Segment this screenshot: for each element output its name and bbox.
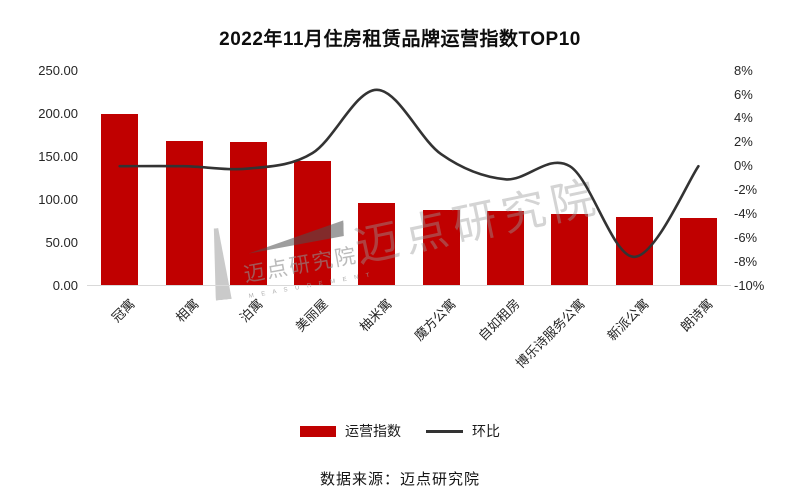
secondary-y-axis-tick-label: 0%: [734, 158, 753, 174]
x-axis-category-label: 柚米寓: [356, 296, 395, 335]
y-axis-tick-label: 150.00: [38, 148, 78, 164]
secondary-y-axis-tick-label: 8%: [734, 62, 753, 78]
secondary-y-axis-tick-label: -2%: [734, 182, 758, 198]
y-axis-tick-label: 100.00: [38, 191, 78, 207]
secondary-y-axis-tick-label: 2%: [734, 134, 753, 150]
secondary-y-axis-tick-label: 4%: [734, 110, 753, 126]
x-axis-category-label: 冠寓: [108, 296, 138, 326]
bar-泊寓: [229, 142, 267, 286]
legend-bar-swatch: [300, 425, 336, 437]
x-axis-category-label: 相寓: [172, 296, 202, 326]
y-axis-tick-label: 200.00: [38, 105, 78, 121]
chart-title: 2022年11月住房租赁品牌运营指数TOP10: [219, 29, 581, 50]
secondary-y-axis-tick-label: -4%: [734, 205, 758, 221]
legend-line-swatch: [426, 429, 463, 433]
legend: 运营指数 环比: [0, 421, 800, 441]
bar-柚米寓: [358, 203, 396, 286]
x-axis-category-label: 朗诗寓: [677, 296, 717, 335]
bar-自如租房: [487, 210, 524, 286]
x-axis-category-label: 魔方公寓: [411, 296, 459, 344]
bar-相寓: [165, 141, 203, 286]
secondary-y-axis-tick-label: -8%: [734, 253, 758, 269]
x-axis-category-label: 美丽屋: [292, 296, 331, 335]
secondary-y-axis-tick-label: -6%: [734, 229, 758, 245]
x-axis-category-label: 自如租房: [475, 296, 524, 344]
watermark-logo-tower: [208, 227, 231, 300]
trend-line-path: [118, 88, 700, 259]
secondary-y-axis-tick-label: -10%: [734, 277, 765, 293]
bar-魔方公寓: [422, 209, 460, 286]
data-source-note: 数据来源：迈点研究院: [319, 471, 480, 488]
legend-bar-label: 运营指数: [345, 423, 401, 439]
y-axis-tick-label: 250.00: [38, 62, 78, 78]
x-axis-line: [87, 285, 731, 286]
y-axis-tick-label: 50.00: [45, 234, 78, 250]
secondary-y-axis-tick-label: 6%: [734, 86, 753, 102]
legend-line-label: 环比: [472, 423, 500, 439]
x-axis-category-label: 泊寓: [237, 296, 267, 326]
x-axis-category-label: 新派公寓: [604, 296, 652, 344]
y-axis-tick-label: 0.00: [52, 277, 78, 293]
bar-朗诗寓: [679, 217, 717, 286]
bar-新派公寓: [615, 216, 653, 286]
bar-博乐诗服务公寓: [551, 214, 589, 286]
bar-美丽屋: [294, 160, 332, 286]
bar-冠寓: [101, 113, 139, 286]
